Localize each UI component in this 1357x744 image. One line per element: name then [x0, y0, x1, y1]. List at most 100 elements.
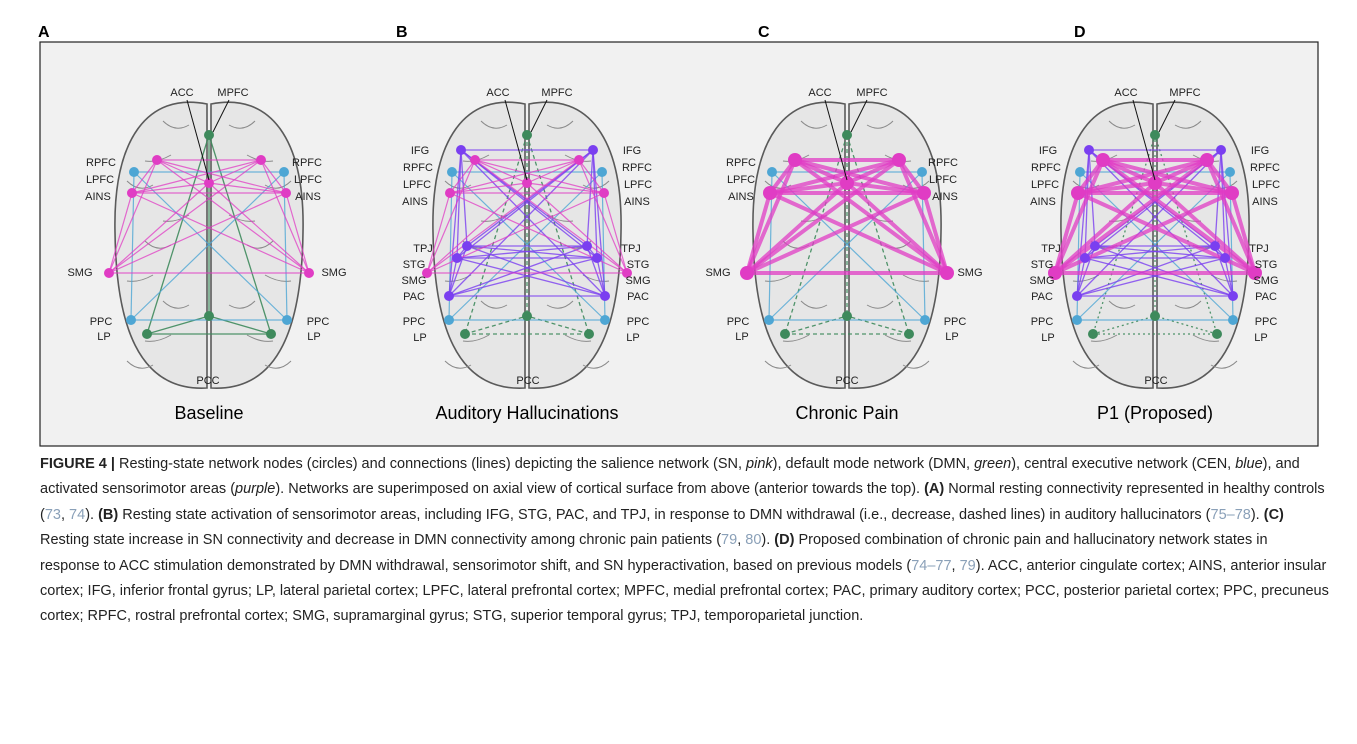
node-label: SMG	[1253, 275, 1278, 287]
node	[892, 153, 906, 167]
node	[600, 291, 610, 301]
node-label: PAC	[403, 291, 425, 303]
node	[152, 155, 162, 165]
caption-text: purple	[235, 481, 275, 497]
node	[1216, 145, 1226, 155]
node-label: PPC	[403, 316, 426, 328]
node-label: AINS	[728, 191, 754, 203]
node	[462, 241, 472, 251]
node	[470, 155, 480, 165]
node	[447, 167, 457, 177]
node-label: RPFC	[292, 157, 322, 169]
node-label: AINS	[624, 196, 650, 208]
node-label: LPFC	[929, 174, 957, 186]
node	[763, 186, 777, 200]
node-label: SMG	[67, 267, 92, 279]
node-label: LPFC	[86, 174, 114, 186]
caption-text: Resting-state network nodes (circles) an…	[115, 456, 746, 472]
caption-text: Resting state increase in SN connectivit…	[40, 532, 721, 548]
node	[904, 329, 914, 339]
caption-text: FIGURE 4 |	[40, 456, 115, 472]
node-label: PPC	[307, 316, 330, 328]
node	[582, 241, 592, 251]
node-label: TPJ	[413, 243, 433, 255]
caption-text: (B)	[98, 507, 118, 523]
node-label: LPFC	[1031, 179, 1059, 191]
node-label: IFG	[411, 145, 429, 157]
panel-letter: C	[758, 24, 770, 41]
node-label: STG	[627, 259, 650, 271]
node-label: LP	[1254, 332, 1267, 344]
caption-text: Resting state activation of sensorimotor…	[118, 507, 1210, 523]
node-label: MPFC	[856, 87, 887, 99]
panel-caption: Auditory Hallucinations	[435, 403, 618, 423]
caption-text: ). Networks are superimposed on axial vi…	[275, 481, 924, 497]
node	[1080, 253, 1090, 263]
caption-text: pink	[746, 456, 773, 472]
node-label: IFG	[1251, 145, 1269, 157]
node	[281, 188, 291, 198]
node-label: IFG	[623, 145, 641, 157]
node	[282, 315, 292, 325]
node	[842, 130, 852, 140]
node	[1210, 241, 1220, 251]
node-label: PCC	[196, 375, 219, 387]
node	[917, 167, 927, 177]
node-label: SMG	[1029, 275, 1054, 287]
node-label: TPJ	[1249, 243, 1269, 255]
node	[1212, 329, 1222, 339]
node-label: RPFC	[1031, 162, 1061, 174]
node	[456, 145, 466, 155]
node-label: RPFC	[86, 157, 116, 169]
panel-caption: P1 (Proposed)	[1097, 403, 1213, 423]
node-label: ACC	[808, 87, 831, 99]
node-label: PPC	[944, 316, 967, 328]
caption-text: 74	[69, 507, 85, 523]
node	[1225, 186, 1239, 200]
node	[767, 167, 777, 177]
node-label: PAC	[1255, 291, 1277, 303]
node-label: LP	[97, 331, 110, 343]
node	[266, 329, 276, 339]
node	[1075, 167, 1085, 177]
node-label: PAC	[627, 291, 649, 303]
node-label: AINS	[402, 196, 428, 208]
node-label: RPFC	[403, 162, 433, 174]
node-label: IFG	[1039, 145, 1057, 157]
node	[764, 315, 774, 325]
node	[304, 268, 314, 278]
node	[592, 253, 602, 263]
panel-caption: Baseline	[174, 403, 243, 423]
node-label: LP	[945, 331, 958, 343]
node-label: AINS	[1252, 196, 1278, 208]
panel-letter: D	[1074, 24, 1086, 41]
panel-caption: Chronic Pain	[795, 403, 898, 423]
node	[1072, 315, 1082, 325]
node-label: SMG	[625, 275, 650, 287]
caption-text: (D)	[774, 532, 794, 548]
node-label: LPFC	[624, 179, 652, 191]
node	[584, 329, 594, 339]
caption-text: ), central executive network (CEN,	[1011, 456, 1235, 472]
node-label: ACC	[486, 87, 509, 99]
node-label: MPFC	[541, 87, 572, 99]
node	[1150, 311, 1160, 321]
node-label: SMG	[401, 275, 426, 287]
node	[460, 329, 470, 339]
caption-text: blue	[1235, 456, 1262, 472]
node	[1071, 186, 1085, 200]
node-label: RPFC	[622, 162, 652, 174]
node	[127, 188, 137, 198]
node-label: ACC	[1114, 87, 1137, 99]
node	[1220, 253, 1230, 263]
node-label: PCC	[835, 375, 858, 387]
node	[129, 167, 139, 177]
node	[256, 155, 266, 165]
node	[842, 311, 852, 321]
node	[522, 311, 532, 321]
node	[588, 145, 598, 155]
node	[780, 329, 790, 339]
panel-letter: A	[38, 24, 50, 41]
panel-letter: B	[396, 24, 408, 41]
node	[204, 311, 214, 321]
